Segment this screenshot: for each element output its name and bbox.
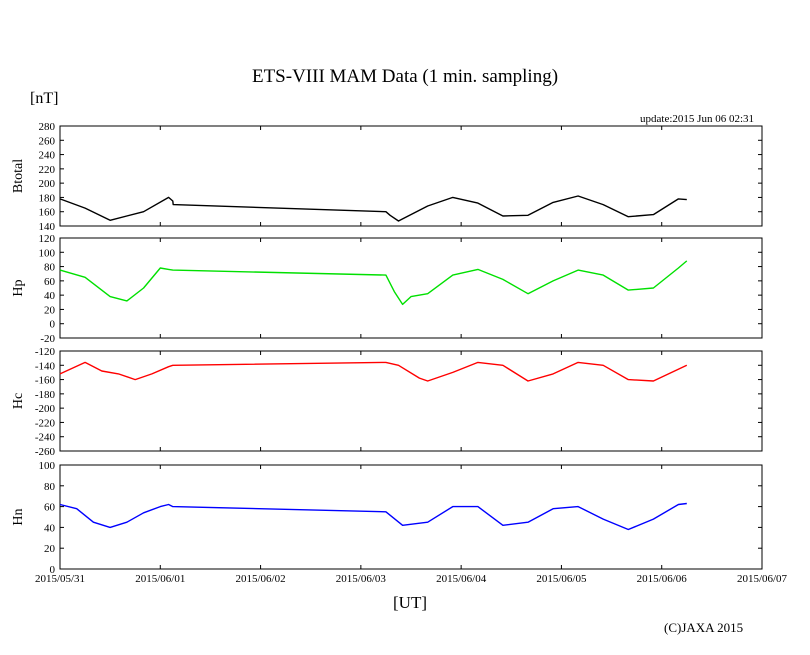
x-tick-label: 2015/06/05 xyxy=(536,573,587,585)
copyright-text: (C)JAXA 2015 xyxy=(664,620,744,635)
series-line-btotal xyxy=(59,195,687,222)
y-axis-label: Hn xyxy=(11,508,26,525)
unit-label: [nT] xyxy=(30,90,59,107)
x-tick-label: 2015/06/07 xyxy=(737,573,788,585)
y-tick-label: 260 xyxy=(39,135,56,147)
y-tick-label: -20 xyxy=(40,333,55,345)
y-tick-label: 100 xyxy=(39,247,56,259)
y-tick-label: 120 xyxy=(39,233,56,245)
y-tick-label: -180 xyxy=(35,389,56,401)
y-tick-label: 80 xyxy=(44,481,56,493)
y-axis-label: Hp xyxy=(11,279,26,296)
plot-frame xyxy=(59,125,763,227)
x-tick-label: 2015/06/06 xyxy=(637,573,688,585)
y-tick-label: 280 xyxy=(39,121,56,133)
y-tick-label: -140 xyxy=(35,360,56,372)
plot-frame xyxy=(59,464,763,570)
y-tick-label: 0 xyxy=(50,319,56,331)
x-tick-label: 2015/06/02 xyxy=(236,573,286,585)
plot-frame xyxy=(59,350,763,452)
chart-title: ETS-VIII MAM Data (1 min. sampling) xyxy=(251,66,559,87)
y-tick-label: 80 xyxy=(44,262,56,274)
y-tick-label: 60 xyxy=(44,502,56,514)
x-tick-label: 2015/06/01 xyxy=(135,573,185,585)
series-line-hn xyxy=(59,502,687,531)
x-tick-label: 2015/06/03 xyxy=(336,573,387,585)
y-tick-label: 220 xyxy=(39,164,56,176)
y-tick-label: -160 xyxy=(35,375,56,387)
y-tick-label: 180 xyxy=(39,192,56,204)
y-tick-label: 20 xyxy=(44,543,56,555)
series-line-hp xyxy=(59,260,688,306)
y-tick-label: 60 xyxy=(44,276,56,288)
panel-btotal: 140 160 180 200 220 240 260 280 Btotal xyxy=(11,121,763,233)
y-tick-label: 200 xyxy=(39,178,56,190)
series-line-hc xyxy=(59,361,688,382)
update-timestamp: update:2015 Jun 06 02:31 xyxy=(640,113,754,125)
y-tick-label: 140 xyxy=(39,221,56,233)
panel-hn: 0 20 40 60 80 100 Hn xyxy=(11,460,763,576)
y-tick-label: -200 xyxy=(35,403,56,415)
y-tick-label: -240 xyxy=(35,432,56,444)
y-tick-label: 40 xyxy=(44,522,56,534)
y-tick-label: 240 xyxy=(39,150,56,162)
y-axis-label: Btotal xyxy=(11,159,26,193)
y-tick-label: 100 xyxy=(39,460,56,472)
y-tick-label: -120 xyxy=(35,346,56,358)
y-tick-label: -260 xyxy=(35,446,56,458)
y-tick-label: 40 xyxy=(44,290,56,302)
x-axis-unit-label: [UT] xyxy=(393,593,427,612)
panel-hc: -260 -240 -220 -200 -180 -160 -140 -120 Hc xyxy=(11,346,763,458)
x-tick-label: 2015/06/04 xyxy=(436,573,487,585)
x-tick-label: 2015/05/31 xyxy=(35,573,85,585)
y-tick-label: 160 xyxy=(39,207,56,219)
y-tick-label: 20 xyxy=(44,304,56,316)
y-tick-label: 0 xyxy=(50,564,56,576)
y-axis-label: Hc xyxy=(11,393,26,409)
plot-frame xyxy=(59,237,763,339)
panel-hp: -20 0 20 40 60 80 100 120 Hp xyxy=(11,233,763,345)
y-tick-label: -220 xyxy=(35,417,56,429)
